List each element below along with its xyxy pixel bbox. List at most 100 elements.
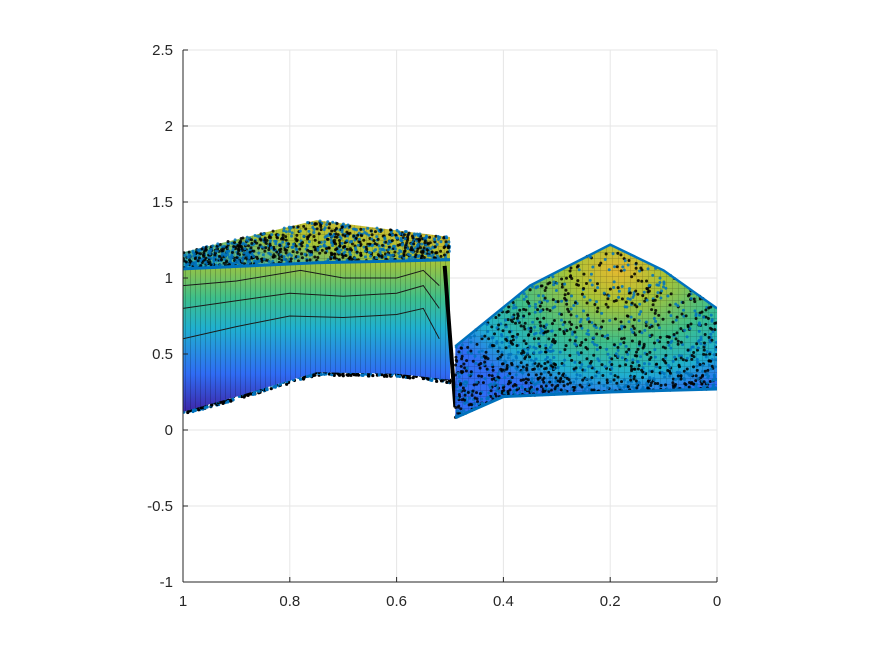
marker-point bbox=[677, 363, 681, 367]
marker-point bbox=[714, 347, 717, 351]
marker-point bbox=[439, 249, 443, 253]
marker-point bbox=[341, 255, 345, 259]
marker-point bbox=[346, 373, 350, 377]
marker-point bbox=[545, 323, 549, 327]
marker-point bbox=[348, 256, 352, 260]
marker-point bbox=[606, 297, 610, 301]
marker-point bbox=[480, 349, 484, 353]
marker-point bbox=[183, 259, 186, 263]
marker-point bbox=[645, 298, 649, 302]
marker-point bbox=[471, 359, 475, 363]
marker-point bbox=[300, 256, 304, 260]
marker-point bbox=[567, 378, 571, 382]
marker-point bbox=[629, 327, 633, 331]
marker-point bbox=[500, 353, 504, 357]
marker-point bbox=[514, 306, 518, 310]
marker-point bbox=[577, 268, 581, 272]
marker-point bbox=[573, 301, 577, 305]
marker-point bbox=[682, 314, 686, 318]
marker-point bbox=[549, 373, 553, 377]
marker-point bbox=[652, 378, 656, 382]
marker-point bbox=[338, 244, 342, 248]
marker-point bbox=[345, 234, 349, 238]
marker-point bbox=[233, 238, 237, 242]
marker-point bbox=[600, 334, 604, 338]
marker-point bbox=[393, 244, 397, 248]
marker-point bbox=[464, 369, 468, 373]
marker-point bbox=[497, 389, 501, 393]
marker-point bbox=[202, 254, 206, 258]
marker-point bbox=[537, 337, 541, 341]
marker-point bbox=[602, 384, 606, 388]
marker-point bbox=[284, 251, 288, 255]
marker-point bbox=[709, 332, 713, 336]
marker-point bbox=[309, 249, 313, 253]
marker-point bbox=[267, 248, 271, 252]
marker-point bbox=[473, 402, 477, 406]
marker-point bbox=[383, 255, 387, 259]
marker-point bbox=[522, 368, 526, 372]
marker-point bbox=[666, 369, 670, 373]
marker-point bbox=[620, 356, 624, 360]
marker-point bbox=[616, 251, 620, 255]
marker-point bbox=[687, 292, 691, 296]
marker-point bbox=[227, 249, 231, 253]
marker-point bbox=[264, 241, 268, 245]
marker-point bbox=[663, 359, 667, 363]
marker-point bbox=[481, 381, 485, 385]
marker-point bbox=[661, 317, 665, 321]
marker-point bbox=[426, 377, 430, 381]
marker-point bbox=[461, 386, 465, 390]
marker-point bbox=[260, 245, 264, 249]
marker-point bbox=[564, 344, 568, 348]
marker-point bbox=[516, 332, 520, 336]
marker-point bbox=[345, 247, 349, 251]
marker-point bbox=[547, 337, 551, 341]
marker-point bbox=[362, 238, 366, 242]
marker-point bbox=[626, 263, 630, 267]
marker-point bbox=[664, 353, 668, 357]
marker-point bbox=[463, 393, 467, 397]
marker-point bbox=[568, 327, 572, 331]
marker-point bbox=[589, 359, 593, 363]
marker-point bbox=[544, 286, 548, 290]
marker-point bbox=[600, 325, 604, 329]
marker-point bbox=[523, 321, 527, 325]
marker-point bbox=[372, 239, 376, 243]
marker-point bbox=[708, 352, 712, 356]
marker-point bbox=[630, 339, 634, 343]
marker-point bbox=[427, 250, 431, 254]
x-tick-label: 0.2 bbox=[600, 593, 621, 610]
marker-point bbox=[241, 257, 245, 261]
marker-point bbox=[629, 315, 633, 319]
marker-point bbox=[672, 333, 676, 337]
marker-point bbox=[659, 383, 663, 387]
marker-point bbox=[556, 379, 560, 383]
marker-point bbox=[424, 252, 428, 256]
marker-point bbox=[560, 277, 564, 281]
marker-point bbox=[514, 335, 518, 339]
marker-point bbox=[647, 284, 651, 288]
marker-point bbox=[307, 240, 311, 244]
marker-point bbox=[655, 362, 659, 366]
right-lower-edge bbox=[454, 387, 717, 420]
marker-point bbox=[505, 310, 509, 314]
marker-point bbox=[403, 237, 407, 241]
marker-point bbox=[350, 242, 354, 246]
marker-point bbox=[575, 265, 579, 269]
marker-point bbox=[460, 354, 464, 358]
marker-point bbox=[580, 385, 584, 389]
marker-point bbox=[576, 279, 580, 283]
marker-point bbox=[572, 303, 576, 307]
marker-point bbox=[564, 298, 568, 302]
marker-point bbox=[239, 239, 243, 243]
marker-point bbox=[336, 250, 340, 254]
marker-point bbox=[335, 235, 339, 239]
marker-point bbox=[280, 258, 284, 262]
y-tick-label: -1 bbox=[160, 574, 173, 591]
marker-point bbox=[326, 237, 330, 241]
marker-point bbox=[654, 365, 658, 369]
marker-point bbox=[483, 360, 487, 364]
marker-point bbox=[229, 399, 233, 403]
marker-point bbox=[663, 346, 667, 350]
